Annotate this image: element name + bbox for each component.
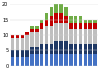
Bar [25,35,29,50]
Bar [50,44,53,54]
Bar [11,35,14,38]
Bar [45,13,48,20]
Bar [50,26,53,44]
Bar [50,7,53,16]
Bar [79,54,82,66]
Bar [79,16,82,23]
Bar [25,57,29,66]
Bar [55,23,58,41]
Bar [79,29,82,44]
Bar [40,44,43,54]
Bar [64,54,68,66]
Bar [25,32,29,35]
Bar [93,23,97,29]
Bar [59,41,63,54]
Bar [40,29,43,44]
Bar [35,54,39,66]
Bar [79,23,82,29]
Bar [74,23,77,29]
Bar [55,54,58,66]
Bar [69,54,72,66]
Bar [11,57,14,66]
Bar [21,35,24,38]
Bar [93,54,97,66]
Bar [74,16,77,23]
Bar [11,50,14,57]
Bar [50,16,53,26]
Bar [59,54,63,66]
Bar [69,23,72,29]
Bar [88,20,92,23]
Bar [59,13,63,23]
Bar [93,44,97,54]
Bar [64,7,68,16]
Bar [40,54,43,66]
Bar [55,13,58,23]
Bar [88,54,92,66]
Bar [79,44,82,54]
Bar [30,47,34,54]
Bar [21,50,24,57]
Bar [74,29,77,44]
Bar [16,35,19,38]
Bar [30,32,34,47]
Bar [88,44,92,54]
Bar [50,54,53,66]
Bar [45,26,48,44]
Bar [69,29,72,44]
Bar [69,16,72,23]
Bar [35,47,39,54]
Bar [16,57,19,66]
Bar [35,26,39,29]
Bar [84,54,87,66]
Bar [30,29,34,32]
Bar [30,26,34,29]
Bar [88,29,92,44]
Bar [59,23,63,41]
Bar [21,38,24,50]
Bar [25,50,29,57]
Bar [35,32,39,47]
Bar [55,41,58,54]
Bar [21,57,24,66]
Bar [11,38,14,50]
Bar [45,20,48,26]
Bar [64,41,68,54]
Bar [64,16,68,23]
Bar [16,38,19,50]
Bar [64,23,68,41]
Bar [84,23,87,29]
Bar [84,29,87,44]
Bar [45,44,48,54]
Bar [93,29,97,44]
Bar [88,23,92,29]
Bar [40,20,43,23]
Bar [84,44,87,54]
Bar [93,20,97,23]
Bar [74,54,77,66]
Bar [45,54,48,66]
Bar [74,44,77,54]
Bar [59,4,63,13]
Bar [55,1,58,13]
Bar [84,20,87,23]
Bar [16,50,19,57]
Bar [30,54,34,66]
Bar [69,44,72,54]
Bar [35,29,39,32]
Bar [40,23,43,29]
